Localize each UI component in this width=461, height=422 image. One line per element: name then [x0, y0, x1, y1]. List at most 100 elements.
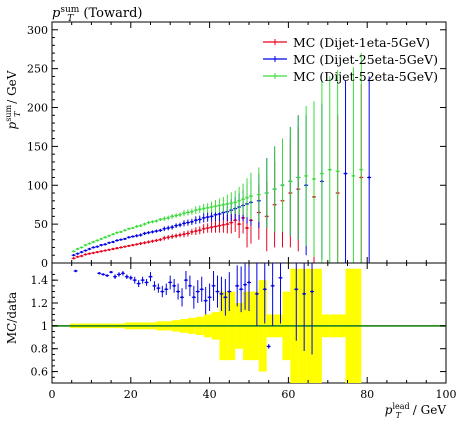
- main-data-point: [147, 221, 150, 224]
- main-data-point: [336, 170, 339, 173]
- ratio-panel: 0.6 0.8 1 1.2 1.4 0 20 40 60 80 100 MC/data plead T…: [5, 262, 457, 420]
- main-data-point: [131, 235, 134, 238]
- main-data-point: [206, 226, 209, 230]
- main-data-point: [96, 250, 99, 254]
- main-data-point: [139, 233, 142, 237]
- main-data-point: [159, 238, 162, 241]
- main-data-point: [241, 198, 245, 201]
- main-data-point: [289, 180, 292, 183]
- main-data-point: [194, 208, 198, 212]
- ratio-data-point: [74, 269, 77, 273]
- ratio-data-point: [105, 274, 109, 277]
- ratio-data-point: [302, 292, 306, 296]
- ratio-series-layer: [73, 263, 315, 355]
- main-data-point: [257, 193, 261, 196]
- main-data-point: [127, 227, 131, 230]
- main-data-point: [170, 235, 174, 238]
- main-data-point: [163, 227, 166, 230]
- main-data-point: [206, 206, 209, 210]
- main-data-point: [186, 232, 190, 235]
- main-data-point: [226, 202, 229, 206]
- main-data-point: [304, 174, 308, 178]
- main-data-point: [170, 226, 174, 229]
- main-data-point: [96, 239, 99, 242]
- main-data-point: [245, 226, 249, 230]
- main-data-point: [80, 254, 83, 258]
- main-data-point: [170, 215, 174, 218]
- main-data-point: [103, 243, 107, 246]
- main-data-point: [190, 230, 194, 234]
- ratio-data-point: [180, 296, 184, 299]
- main-data-point: [147, 240, 150, 244]
- ratio-data-point: [235, 284, 239, 288]
- main-data-point: [230, 221, 233, 224]
- ratio-data-point: [263, 288, 266, 291]
- ratio-data-point: [184, 278, 188, 282]
- main-ylabel: psumT / GeV: [4, 70, 22, 129]
- main-data-point: [155, 239, 158, 242]
- ratio-data-point: [224, 296, 227, 299]
- ratio-ytick-label: 0.8: [31, 343, 49, 356]
- main-data-point: [76, 247, 79, 251]
- main-data-point: [119, 230, 123, 234]
- main-ytick-label: 150: [27, 140, 48, 153]
- main-data-point: [119, 246, 123, 249]
- main-data-point: [163, 217, 166, 220]
- ratio-data-point: [216, 290, 219, 293]
- main-data-point: [115, 231, 119, 234]
- main-data-point: [178, 223, 182, 227]
- main-data-point: [214, 205, 217, 208]
- x-axis-label: plead T / GeV: [385, 402, 447, 420]
- ratio-ylabel: MC/data: [5, 292, 19, 344]
- main-data-point: [76, 252, 79, 255]
- main-data-point: [107, 241, 111, 244]
- ratio-xtick-label: 40: [203, 388, 217, 401]
- main-data-point: [103, 236, 107, 239]
- ratio-data-point: [157, 286, 160, 290]
- main-data-point: [131, 226, 134, 230]
- main-data-point: [194, 229, 198, 233]
- ratio-data-point: [109, 270, 113, 274]
- main-data-point: [107, 234, 111, 237]
- main-data-point: [151, 240, 154, 243]
- ratio-data-point: [141, 278, 144, 282]
- plot-title: psum T (Toward): [52, 5, 142, 24]
- main-data-point: [206, 215, 209, 219]
- ratio-data-point: [247, 281, 251, 284]
- main-data-point: [222, 203, 225, 206]
- main-data-point: [76, 255, 79, 258]
- main-ytick-label: 300: [27, 24, 48, 37]
- main-data-point: [344, 172, 347, 175]
- ratio-xtick-label: 20: [124, 388, 138, 401]
- main-data-point: [92, 251, 95, 255]
- main-data-point: [115, 239, 119, 242]
- ratio-data-point: [192, 296, 196, 299]
- main-data-point: [100, 237, 103, 241]
- main-data-point: [320, 172, 324, 175]
- ratio-data-point: [279, 276, 282, 280]
- main-axis-ticks: 0 50 100 150 200 250 300: [27, 22, 447, 270]
- ratio-data-point: [295, 288, 298, 291]
- ratio-ytick-label: 1.2: [31, 297, 49, 310]
- main-ytick-label: 250: [27, 63, 48, 76]
- main-data-point: [107, 248, 111, 251]
- main-series-layer: [71, 53, 372, 263]
- ratio-xtick-label: 60: [281, 388, 295, 401]
- main-data-point: [72, 257, 75, 260]
- main-data-point: [139, 224, 142, 227]
- main-data-point: [249, 194, 253, 198]
- legend: MC (Dijet-1eta-5GeV) MC (Dijet-25eta-5GeV…: [263, 35, 438, 84]
- main-data-point: [182, 233, 186, 236]
- main-data-point: [190, 220, 194, 223]
- ratio-data-point: [228, 290, 231, 293]
- main-data-point: [111, 247, 115, 251]
- main-data-point: [210, 215, 213, 218]
- main-data-point: [143, 232, 146, 235]
- ratio-data-point: [220, 292, 223, 296]
- main-data-point: [273, 187, 276, 191]
- legend-label: MC (Dijet-52eta-5GeV): [293, 69, 438, 84]
- main-data-point: [80, 246, 83, 249]
- main-data-point: [100, 243, 103, 247]
- main-data-point: [194, 219, 198, 222]
- main-data-point: [245, 196, 249, 199]
